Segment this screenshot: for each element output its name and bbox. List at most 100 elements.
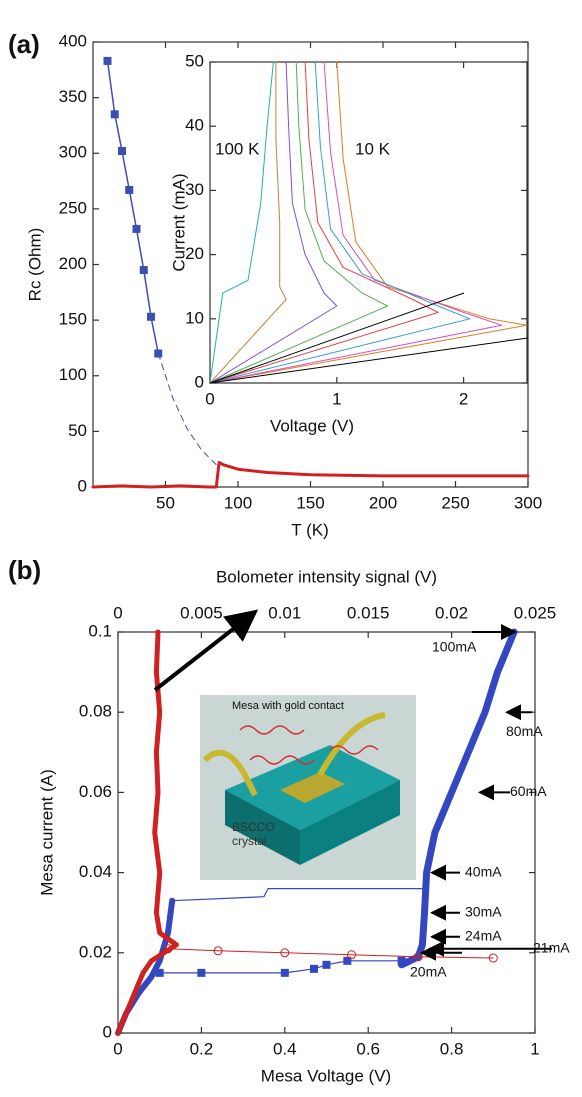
annotation: 100 K	[215, 139, 260, 158]
inset-illustration: Mesa with gold contact BSCCO crystal	[200, 695, 416, 880]
data-line	[157, 353, 217, 466]
mesa	[280, 772, 345, 803]
y-tick-label: 0	[195, 372, 204, 391]
marker	[309, 964, 318, 973]
y-tick-label: 50	[68, 421, 87, 440]
x-tick-label: 1	[332, 389, 341, 408]
y-tick-label: 400	[59, 31, 87, 50]
plot: 00.020.040.060.080.10 0.2 0.4 0.6 0.8 10 0.005…	[37, 567, 570, 1085]
data-line	[209, 61, 338, 384]
x2-tick-label: 0.005	[180, 603, 223, 622]
y-tick-label: 200	[59, 254, 87, 273]
y-tick-label: 0.02	[79, 942, 112, 961]
inset-label: crystal	[232, 834, 267, 848]
marker	[343, 956, 352, 965]
y-axis-label: Rc (Ohm)	[25, 228, 44, 302]
x-tick-label: 0.4	[273, 1039, 297, 1058]
wire	[317, 712, 386, 777]
y-tick-label: 300	[59, 143, 87, 162]
data-line	[159, 960, 403, 974]
y-tick-label: 250	[59, 198, 87, 217]
x-tick-label: 0	[113, 1039, 122, 1058]
crystal-side	[225, 790, 300, 865]
plot-background	[210, 62, 527, 383]
arrow-label: 80mA	[506, 723, 543, 739]
axes-frame	[117, 631, 536, 1034]
data-line	[209, 337, 528, 384]
arrow-label: 24mA	[465, 927, 502, 943]
data-line	[209, 61, 439, 384]
y-tick-label: 40	[185, 116, 204, 135]
x-axis-label: T (K)	[291, 520, 328, 539]
y-axis-label: Current (mA)	[169, 173, 188, 271]
x-tick-label: 1	[530, 1039, 539, 1058]
data-line	[209, 61, 287, 384]
plot: 0 10 20 30 40 50 0 1 2 Voltage (V) Current (mA) 100…	[169, 51, 528, 435]
x-axis-label: Mesa Voltage (V)	[261, 1066, 391, 1085]
wire	[202, 749, 258, 797]
data-line	[209, 61, 274, 384]
data-line	[209, 61, 528, 384]
data-line	[209, 61, 503, 384]
x-tick-label: 0.6	[356, 1039, 380, 1058]
x2-axis-label: Bolometer intensity signal (V)	[216, 567, 437, 586]
arrow-label: 30mA	[465, 903, 502, 919]
inset-label: Mesa with gold contact	[232, 700, 344, 712]
marker	[213, 946, 223, 956]
y-tick-label: 50	[185, 51, 204, 70]
arrow	[153, 609, 259, 692]
panel-label: (b)	[8, 555, 41, 585]
marker	[110, 110, 119, 119]
x-tick-label: 0.2	[190, 1039, 214, 1058]
x2-tick-label: 0	[113, 603, 122, 622]
x-tick-label: 50	[156, 493, 175, 512]
x-tick-label: 300	[514, 493, 542, 512]
data-line	[171, 888, 428, 902]
x2-tick-label: 0.01	[268, 603, 301, 622]
y-tick-label: 10	[185, 308, 204, 327]
x-axis-label: Voltage (V)	[270, 416, 354, 435]
x-tick-label: 100	[224, 493, 252, 512]
x2-tick-label: 0.025	[514, 603, 557, 622]
y-tick-label: 0	[78, 476, 87, 495]
marker	[155, 968, 164, 977]
inset-label: BSCCO	[232, 820, 275, 834]
y-tick-label: 150	[59, 310, 87, 329]
y-tick-label: 0.06	[79, 782, 112, 801]
data-line	[209, 292, 465, 384]
y-tick-label: 0.08	[79, 702, 112, 721]
arrow-label: 100mA	[432, 639, 477, 655]
marker	[280, 968, 289, 977]
marker	[147, 312, 155, 321]
y-tick-label: 0.1	[88, 621, 112, 640]
arrow-label: 60mA	[510, 783, 547, 799]
axes-frame	[209, 61, 528, 384]
data-line	[398, 628, 518, 969]
x-tick-label: 0	[205, 389, 214, 408]
marker	[103, 56, 112, 65]
y-tick-label: 0	[103, 1022, 112, 1041]
y-axis-label: Mesa current (A)	[37, 769, 56, 896]
marker	[139, 266, 148, 275]
data-line	[115, 629, 179, 1036]
x-tick-label: 200	[369, 493, 397, 512]
arrow-label: 21mA	[533, 939, 570, 955]
x-tick-label: 250	[441, 493, 469, 512]
x-tick-label: 150	[296, 493, 324, 512]
marker	[125, 185, 134, 194]
y-tick-label: 30	[185, 180, 204, 199]
y-tick-label: 20	[185, 244, 204, 263]
marker	[118, 147, 126, 156]
annotation: 10 K	[355, 139, 391, 158]
data-line	[91, 461, 530, 489]
y-tick-label: 100	[59, 365, 87, 384]
marker	[488, 953, 498, 963]
marker	[163, 944, 173, 954]
wave	[239, 725, 379, 765]
data-line	[106, 60, 160, 355]
y-tick-label: 350	[59, 87, 87, 106]
x2-tick-label: 0.015	[347, 603, 390, 622]
data-line	[209, 61, 471, 384]
crystal-front	[300, 780, 400, 865]
